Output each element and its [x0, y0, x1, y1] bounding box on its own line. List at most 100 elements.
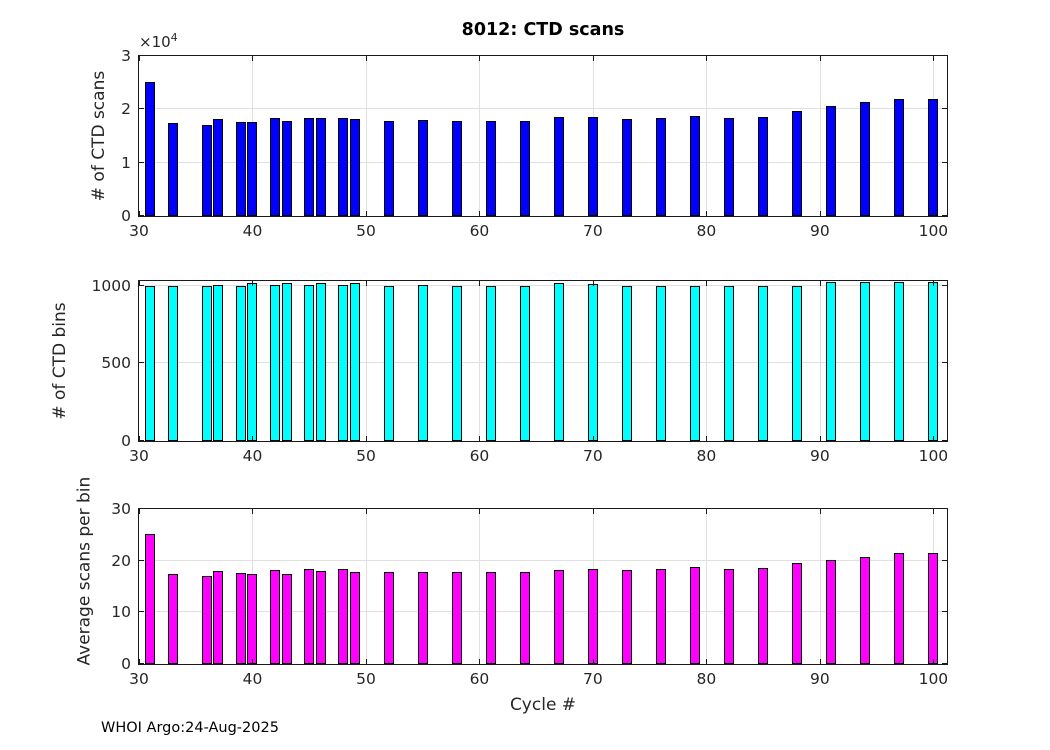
y-tick-mark: [942, 284, 947, 286]
bar-cycle-100: [928, 282, 939, 441]
bar-cycle-82: [724, 286, 735, 441]
gridline-vertical: [706, 56, 708, 216]
bar-cycle-45: [304, 118, 315, 216]
bar-cycle-88: [792, 111, 803, 216]
bar-cycle-45: [304, 569, 315, 664]
bar-cycle-61: [485, 572, 496, 664]
y-tick-mark: [942, 362, 947, 364]
gridline-horizontal: [139, 611, 947, 613]
x-tick-mark: [365, 211, 367, 216]
bar-cycle-36: [202, 576, 213, 664]
bar-cycle-64: [519, 572, 530, 664]
x-tick-mark: [592, 659, 594, 664]
bar-cycle-33: [168, 123, 179, 216]
bar-cycle-48: [338, 118, 349, 216]
bar-cycle-82: [724, 118, 735, 216]
x-tick-mark: [933, 436, 935, 441]
x-tick-label: 80: [696, 222, 717, 240]
y-tick-label: 2: [121, 100, 131, 119]
gridline-vertical: [479, 281, 481, 441]
gridline-vertical: [819, 281, 821, 441]
x-tick-label: 90: [810, 670, 830, 688]
bar-cycle-85: [758, 117, 769, 216]
x-tick-label: 40: [242, 670, 263, 688]
x-tick-label: 70: [583, 670, 603, 688]
x-tick-mark: [933, 659, 935, 664]
bar-cycle-88: [792, 286, 803, 441]
x-tick-mark: [819, 211, 821, 216]
bar-cycle-55: [417, 572, 428, 664]
bar-cycle-94: [860, 282, 871, 441]
y-tick-mark: [942, 161, 947, 163]
bar-cycle-49: [349, 283, 360, 441]
bar-cycle-79: [690, 116, 701, 216]
bar-cycle-82: [724, 569, 735, 664]
bar-cycle-85: [758, 568, 769, 664]
bar-cycle-79: [690, 567, 701, 664]
bar-cycle-79: [690, 286, 701, 441]
bar-cycle-70: [587, 117, 598, 216]
gridline-vertical: [706, 509, 708, 664]
y-tick-mark: [942, 559, 947, 561]
x-tick-mark: [706, 281, 708, 286]
x-tick-mark: [819, 436, 821, 441]
y-tick-mark: [942, 611, 947, 613]
bar-cycle-39: [236, 122, 247, 216]
y-tick-mark: [942, 108, 947, 110]
bar-cycle-36: [202, 125, 213, 216]
bar-cycle-100: [928, 553, 939, 664]
y-tick-mark: [139, 559, 144, 561]
x-tick-mark: [139, 659, 140, 664]
x-tick-label: 40: [242, 222, 263, 240]
y-tick-label: 0: [121, 655, 131, 673]
y-tick-label: 1: [121, 153, 131, 172]
bar-cycle-49: [349, 572, 360, 664]
plot-panel-ctd-scans: [138, 55, 948, 217]
bar-cycle-88: [792, 563, 803, 664]
gridline-vertical: [819, 56, 821, 216]
bar-cycle-31: [145, 82, 156, 216]
x-tick-mark: [479, 509, 481, 514]
x-tick-label: 80: [696, 670, 717, 688]
bar-cycle-58: [451, 572, 462, 664]
y-tick-mark: [942, 440, 947, 441]
bar-cycle-36: [202, 286, 213, 441]
bar-cycle-61: [485, 121, 496, 216]
x-tick-mark: [592, 211, 594, 216]
x-tick-mark: [592, 281, 594, 286]
y-tick-mark: [139, 611, 144, 613]
bar-cycle-73: [621, 119, 632, 216]
bar-cycle-31: [145, 534, 156, 664]
x-tick-mark: [139, 281, 140, 286]
bar-cycle-70: [587, 284, 598, 441]
x-tick-mark: [479, 659, 481, 664]
x-tick-label: 60: [469, 447, 490, 465]
x-tick-mark: [819, 56, 821, 61]
x-tick-label: 30: [129, 222, 149, 240]
y-tick-mark: [139, 215, 144, 216]
chart-title: 8012: CTD scans: [461, 20, 625, 40]
y-axis-label-avg: Average scans per bin: [74, 476, 94, 665]
bar-cycle-67: [553, 570, 564, 664]
x-tick-mark: [479, 211, 481, 216]
plot-panel-ctd-bins: [138, 280, 948, 442]
y-tick-label: 20: [111, 551, 131, 570]
y-tick-mark: [942, 663, 947, 664]
bar-cycle-43: [281, 283, 292, 441]
x-tick-label: 90: [810, 222, 830, 240]
x-tick-mark: [706, 56, 708, 61]
bar-cycle-58: [451, 286, 462, 441]
y-tick-mark: [139, 55, 144, 56]
x-tick-mark: [933, 281, 935, 286]
gridline-vertical: [819, 509, 821, 664]
bar-cycle-52: [383, 121, 394, 216]
y-tick-mark: [139, 508, 144, 509]
x-tick-label: 90: [810, 447, 830, 465]
bar-cycle-48: [338, 569, 349, 664]
footer-annotation: WHOI Argo:24-Aug-2025: [101, 720, 279, 736]
bar-cycle-100: [928, 99, 939, 216]
bar-cycle-49: [349, 119, 360, 216]
y-tick-mark: [139, 161, 144, 163]
bar-cycle-37: [213, 285, 224, 441]
x-tick-mark: [706, 211, 708, 216]
